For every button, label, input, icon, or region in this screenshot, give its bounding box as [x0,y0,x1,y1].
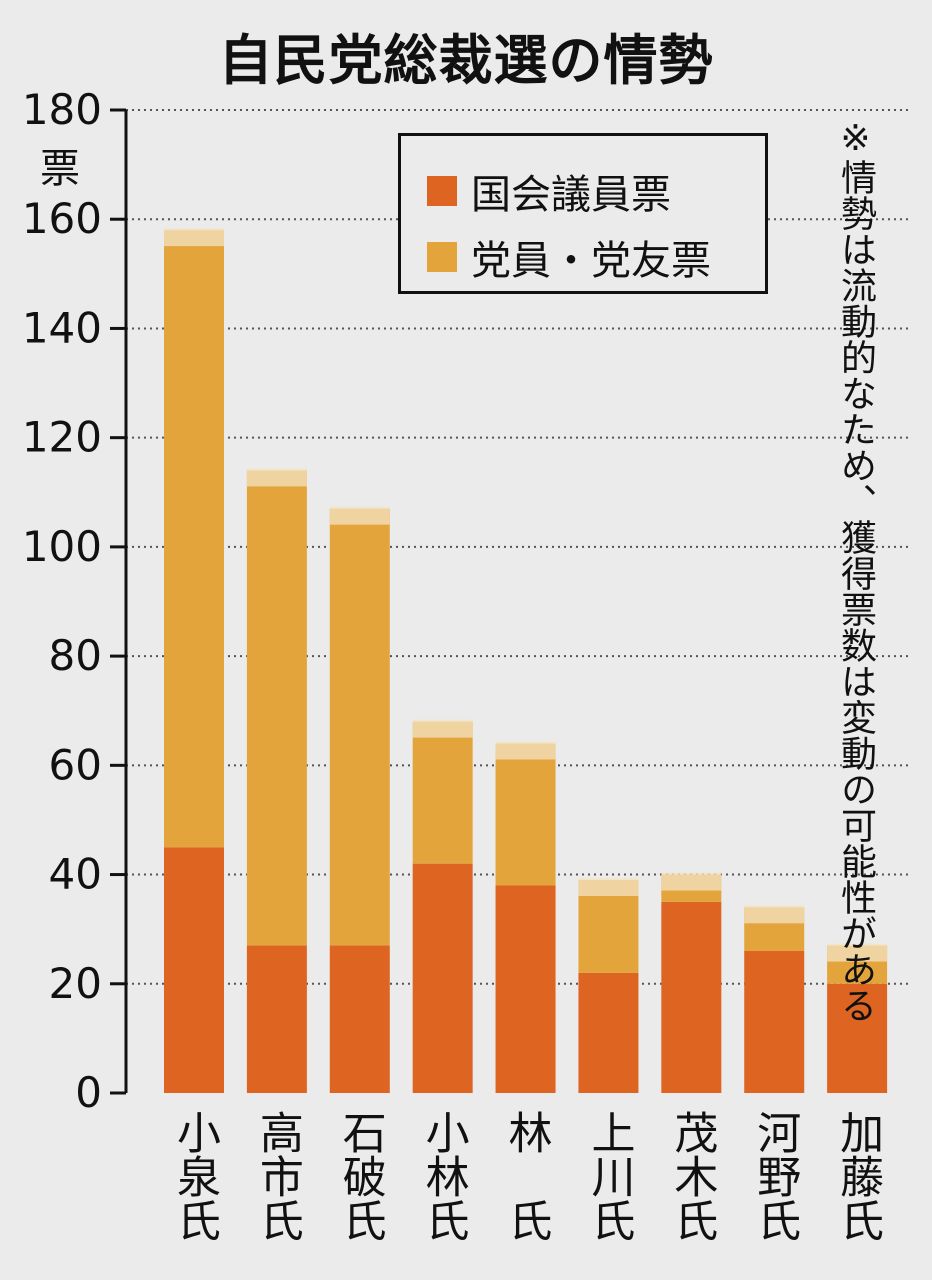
bar-top-fade-0 [164,228,224,247]
bar-member-1 [246,470,307,946]
bar-top-fade-1 [246,468,307,487]
bar-member-0 [164,230,224,848]
x-tick-label-2: 石破氏 [334,1110,386,1242]
bar-top-fade-7 [744,905,805,924]
bar-top-fade-8 [827,943,888,962]
chart-title: 自民党総裁選の情勢 [218,29,714,92]
y-tick-label-0: 0 [75,1068,102,1117]
bar-top-fade-6 [661,872,722,891]
bar-member-2 [329,508,390,946]
y-tick-label-140: 140 [22,303,102,352]
x-tick-label-7: 河野氏 [749,1110,801,1242]
legend-item-diet-votes: 国会議員票 [427,162,671,220]
y-tick-label-100: 100 [22,522,102,571]
y-tick-label-60: 60 [49,740,102,789]
y-tick-label-40: 40 [49,850,102,899]
bar-diet-0 [164,847,224,1093]
legend-swatch-diet [427,176,457,206]
bar-member-4 [495,743,556,886]
legend-label-member: 党員・党友票 [471,238,711,284]
x-tick-label-5: 上川氏 [583,1110,635,1242]
bar-diet-2 [329,945,390,1093]
bar-diet-3 [412,863,473,1093]
x-tick-label-3: 小林氏 [417,1110,469,1242]
y-tick-label-80: 80 [49,631,102,680]
x-tick-label-8: 加藤氏 [832,1110,884,1242]
y-tick-label-160: 160 [22,194,102,243]
bar-diet-6 [661,901,722,1093]
y-tick-label-120: 120 [22,413,102,462]
y-tick-label-180: 180 [22,85,102,134]
x-tick-label-4: 林 氏 [500,1110,552,1242]
y-tick-label-20: 20 [49,959,102,1008]
x-tick-label-0: 小泉氏 [169,1110,220,1242]
chart-note: ※情勢は流動的なため、獲得票数は変動の可能性がある [835,118,876,1023]
bar-top-fade-4 [495,741,556,760]
bar-diet-7 [744,951,805,1093]
legend-label-diet: 国会議員票 [471,172,671,218]
bar-top-fade-2 [329,506,390,525]
bar-top-fade-5 [578,878,639,897]
bar-top-fade-3 [412,719,473,738]
bar-diet-4 [495,885,556,1093]
x-tick-label-6: 茂木氏 [666,1110,718,1242]
y-axis-unit-label: 票 [40,146,80,192]
legend-swatch-member [427,242,457,272]
legend-item-member-votes: 党員・党友票 [427,228,711,286]
bar-member-3 [412,721,473,864]
bar-diet-8 [827,983,888,1093]
bar-diet-1 [246,945,307,1093]
bar-diet-5 [578,972,639,1093]
legend: 国会議員票 党員・党友票 [398,133,768,294]
x-tick-label-1: 高市氏 [251,1110,303,1242]
